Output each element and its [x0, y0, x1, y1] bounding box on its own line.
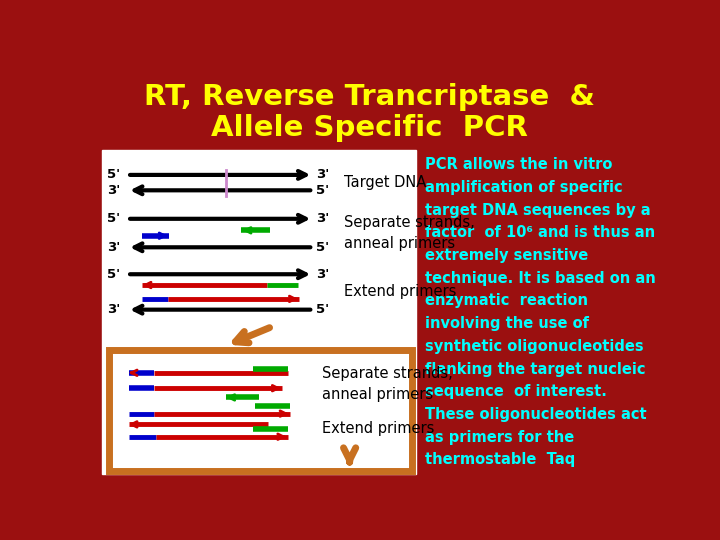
Text: technique. It is based on an: technique. It is based on an	[425, 271, 655, 286]
Bar	[102, 150, 415, 475]
Text: These oligonucleotides act: These oligonucleotides act	[425, 407, 647, 422]
Text: synthetic oligonucleotides: synthetic oligonucleotides	[425, 339, 644, 354]
Text: 3': 3'	[316, 212, 330, 225]
Text: Separate strands,
anneal primers: Separate strands, anneal primers	[323, 366, 454, 402]
Text: thermostable  Taq: thermostable Taq	[425, 453, 575, 468]
Text: Extend primers: Extend primers	[344, 285, 456, 300]
Text: Allele Specific  PCR: Allele Specific PCR	[210, 114, 528, 142]
Text: Separate strands,
anneal primers: Separate strands, anneal primers	[344, 215, 475, 251]
Text: extremely sensitive: extremely sensitive	[425, 248, 588, 263]
Text: 3': 3'	[107, 241, 120, 254]
Text: 5': 5'	[316, 184, 330, 197]
Text: PCR allows the in vitro: PCR allows the in vitro	[425, 157, 612, 172]
Text: 5': 5'	[107, 212, 120, 225]
Text: 3': 3'	[107, 303, 120, 316]
Text: Extend primers: Extend primers	[323, 421, 435, 436]
Text: 5': 5'	[107, 168, 120, 181]
Text: amplification of specific: amplification of specific	[425, 180, 622, 195]
Text: 5': 5'	[316, 303, 330, 316]
Text: 3': 3'	[316, 268, 330, 281]
Text: 5': 5'	[107, 268, 120, 281]
Text: 3': 3'	[107, 184, 120, 197]
Text: target DNA sequences by a: target DNA sequences by a	[425, 202, 650, 218]
Text: involving the use of: involving the use of	[425, 316, 589, 331]
Bar	[109, 350, 412, 471]
Text: sequence  of interest.: sequence of interest.	[425, 384, 607, 400]
Text: factor  of 10⁶ and is thus an: factor of 10⁶ and is thus an	[425, 225, 655, 240]
Text: as primers for the: as primers for the	[425, 430, 574, 445]
Text: Target DNA: Target DNA	[344, 175, 426, 190]
Text: 3': 3'	[316, 168, 330, 181]
Text: enzymatic  reaction: enzymatic reaction	[425, 294, 588, 308]
Text: flanking the target nucleic: flanking the target nucleic	[425, 362, 645, 376]
Text: RT, Reverse Trancriptase  &: RT, Reverse Trancriptase &	[143, 83, 595, 111]
Text: 5': 5'	[316, 241, 330, 254]
